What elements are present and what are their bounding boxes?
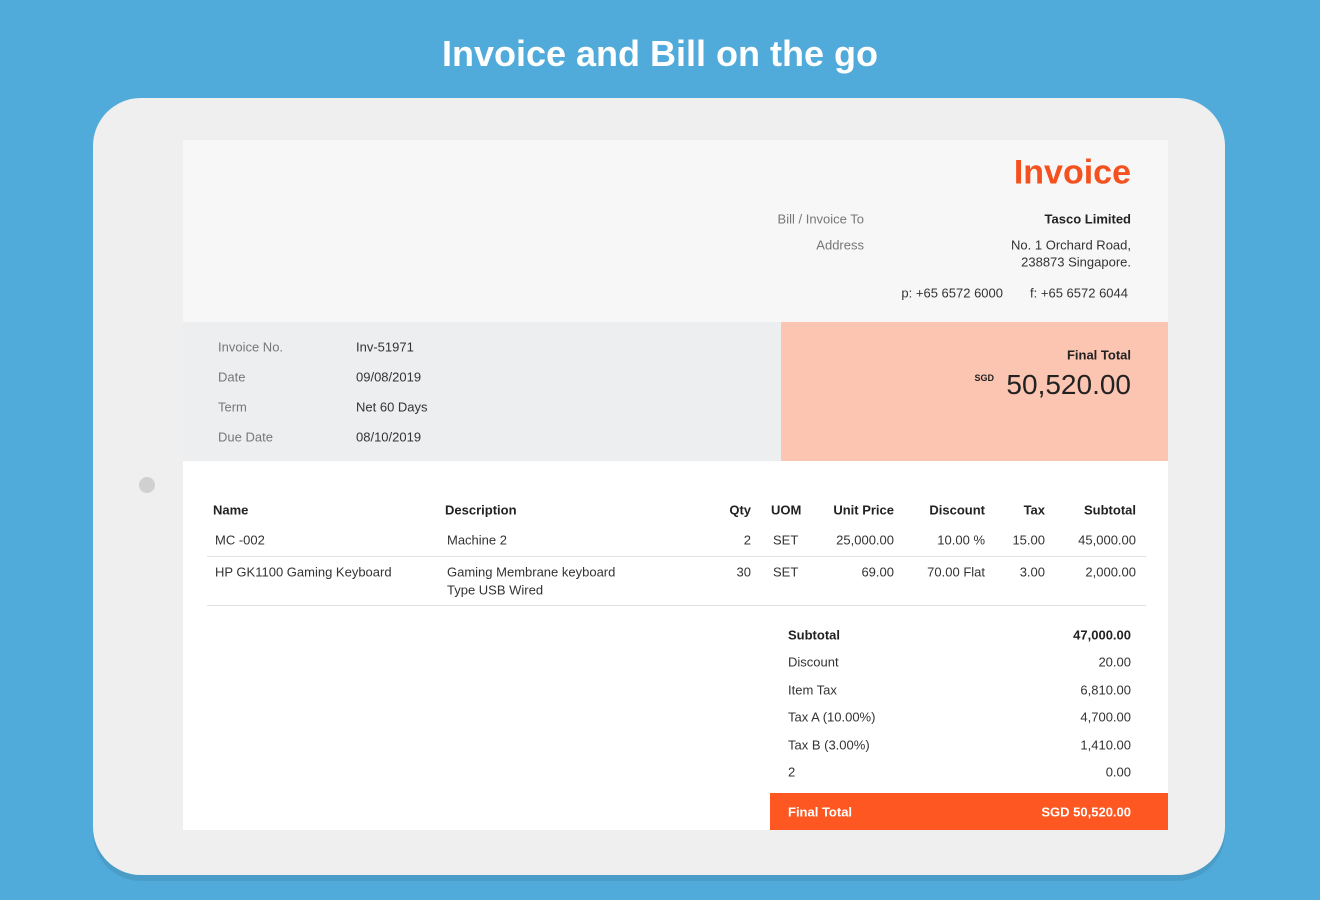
detail-value: Inv-51971 xyxy=(356,339,414,355)
row-divider xyxy=(207,556,1146,557)
summary-value: 20.00 xyxy=(1098,654,1131,670)
detail-value: Net 60 Days xyxy=(356,399,428,415)
banner-title: Invoice and Bill on the go xyxy=(441,33,879,74)
summary-label: Tax A (10.00%) xyxy=(788,709,876,725)
cell-subtotal: 45,000.00 xyxy=(1078,532,1136,548)
address-line: No. 1 Orchard Road, xyxy=(1011,237,1131,253)
summary-label: Item Tax xyxy=(788,682,837,698)
final-total-amount: 50,520.00 xyxy=(1006,369,1131,400)
address-label: Address xyxy=(816,237,864,253)
invoice-header xyxy=(183,140,1168,322)
table-header: Unit Price xyxy=(833,502,894,518)
cell-name: MC -002 xyxy=(215,532,265,548)
detail-label: Invoice No. xyxy=(218,339,284,355)
footer-total-label: Final Total xyxy=(788,804,853,820)
table-header: Tax xyxy=(1023,502,1045,518)
cell-unit-price: 25,000.00 xyxy=(836,532,894,548)
camera-dot xyxy=(139,477,155,493)
detail-label: Due Date xyxy=(218,429,273,445)
table-header: Name xyxy=(213,502,249,518)
summary-value: 1,410.00 xyxy=(1080,737,1131,753)
bill-to-label: Bill / Invoice To xyxy=(777,211,864,227)
cell-subtotal: 2,000.00 xyxy=(1085,564,1136,580)
table-header: UOM xyxy=(771,502,802,518)
bill-to-value: Tasco Limited xyxy=(1044,211,1131,227)
footer-total-value: SGD 50,520.00 xyxy=(1041,804,1131,820)
table-header: Description xyxy=(445,502,517,518)
invoice-title: Invoice xyxy=(1013,153,1131,192)
cell-tax: 3.00 xyxy=(1019,564,1045,580)
final-total-label: Final Total xyxy=(1066,347,1131,363)
table-header: Qty xyxy=(729,502,751,518)
cell-qty: 2 xyxy=(743,532,751,548)
cell-uom: SET xyxy=(773,564,799,580)
detail-value: 09/08/2019 xyxy=(356,369,422,385)
cell-discount: 10.00 % xyxy=(937,532,985,548)
summary-value: 4,700.00 xyxy=(1080,709,1131,725)
fax: f: +65 6572 6044 xyxy=(1030,285,1128,301)
summary-label: Tax B (3.00%) xyxy=(788,737,870,753)
cell-discount: 70.00 Flat xyxy=(927,564,985,580)
footer-total-bar xyxy=(770,793,1168,830)
summary-value: 6,810.00 xyxy=(1080,682,1131,698)
cell-description: Type USB Wired xyxy=(447,582,544,598)
final-total-currency: SGD xyxy=(974,373,994,383)
cell-description: Gaming Membrane keyboard xyxy=(447,564,616,580)
details-panel xyxy=(183,322,781,461)
summary-value: 0.00 xyxy=(1105,764,1131,780)
detail-label: Term xyxy=(218,399,247,415)
detail-label: Date xyxy=(218,369,246,385)
summary-label: Subtotal xyxy=(788,627,840,643)
table-header: Subtotal xyxy=(1084,502,1136,518)
cell-name: HP GK1100 Gaming Keyboard xyxy=(215,564,392,580)
table-header: Discount xyxy=(929,502,985,518)
address-line: 238873 Singapore. xyxy=(1021,254,1131,270)
summary-label: Discount xyxy=(788,654,839,670)
row-divider xyxy=(207,605,1146,606)
cell-uom: SET xyxy=(773,532,799,548)
summary-label: 2 xyxy=(788,764,796,780)
summary-value: 47,000.00 xyxy=(1073,627,1131,643)
cell-qty: 30 xyxy=(736,564,751,580)
cell-tax: 15.00 xyxy=(1012,532,1045,548)
cell-unit-price: 69.00 xyxy=(861,564,894,580)
detail-value: 08/10/2019 xyxy=(356,429,422,445)
phone: p: +65 6572 6000 xyxy=(901,285,1003,301)
cell-description: Machine 2 xyxy=(447,532,507,548)
total-panel xyxy=(781,322,1168,461)
